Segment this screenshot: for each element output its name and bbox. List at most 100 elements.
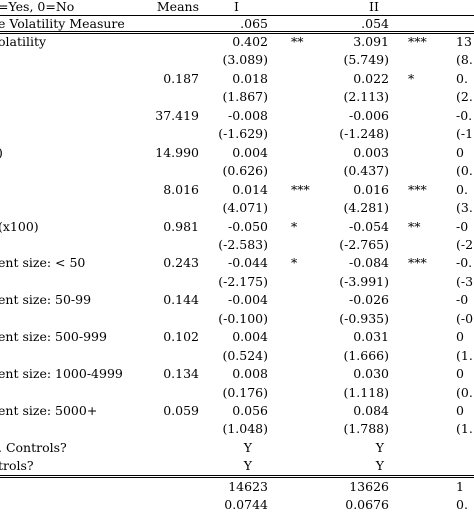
- row-label: . Controls?: [0, 439, 67, 455]
- col2-value: -0.006: [348, 107, 389, 123]
- col1-value: -0.044: [227, 255, 268, 271]
- col1-stars: ***: [291, 181, 310, 197]
- mean-volatility-row: e Volatility Measure .065 .054: [0, 15, 474, 32]
- col2-value: 0.031: [353, 329, 389, 345]
- table-row: (0.626) (0.437) (0.: [0, 162, 474, 179]
- header-label: =Yes, 0=No: [0, 0, 75, 14]
- col2-value: 0.084: [353, 403, 389, 418]
- controls-row: trols? Y Y: [0, 457, 474, 474]
- col2-value: -0.054: [348, 218, 389, 234]
- means-value: 0.981: [163, 218, 199, 234]
- row-label: ): [0, 144, 3, 161]
- col2-stars: *: [408, 70, 415, 86]
- col1-value: (-2.583): [218, 236, 268, 252]
- col2-stars: ***: [408, 34, 427, 49]
- col1-value: 0.004: [232, 144, 268, 160]
- controls-row: . Controls? Y Y: [0, 439, 474, 456]
- col3-value: -0.: [456, 107, 473, 123]
- col2-value: (1.118): [343, 384, 389, 400]
- table-row: 8.016 0.014 *** 0.016 *** 0.: [0, 181, 474, 198]
- col2-value: (2.113): [343, 89, 389, 105]
- col2-value: (0.437): [343, 163, 389, 179]
- col3-value: (0.: [456, 163, 473, 179]
- table-row: ent size: 1000-4999 0.134 0.008 0.030 0: [0, 365, 474, 382]
- table-row: ent size: 500-999 0.102 0.004 0.031 0: [0, 328, 474, 345]
- col2-stars: ***: [408, 255, 427, 271]
- col2-value: 13626: [349, 478, 389, 494]
- means-value: 14.990: [155, 144, 199, 160]
- row-label: e Volatility Measure: [0, 16, 125, 31]
- col2-value: .054: [361, 16, 389, 31]
- row-label: (x100): [0, 218, 39, 234]
- means-value: 37.419: [155, 107, 199, 123]
- col1-value: -0.008: [227, 107, 268, 123]
- bottom-rule-b: [0, 477, 474, 479]
- col1-value: -0.050: [227, 218, 268, 234]
- col2-value: (4.281): [343, 200, 389, 216]
- header-col2: II: [369, 0, 379, 14]
- means-value: 0.187: [163, 70, 199, 86]
- col1-value: (-0.100): [218, 310, 268, 326]
- table-row: ) 14.990 0.004 0.003 0: [0, 144, 474, 161]
- col3-value: (1.: [456, 421, 473, 437]
- col2-value: (5.749): [343, 52, 389, 68]
- table-row: (1.048) (1.788) (1.: [0, 420, 474, 437]
- table-row: olatility 0.402 ** 3.091 *** 13: [0, 33, 474, 50]
- col1-stars: *: [291, 255, 298, 271]
- means-value: 0.144: [163, 292, 199, 308]
- col1-value: 0.014: [232, 181, 268, 197]
- means-value: 0.134: [163, 366, 199, 382]
- col2-value: 0.030: [353, 366, 389, 382]
- means-value: 0.059: [163, 403, 199, 418]
- col1-value: .065: [240, 16, 268, 31]
- col3-value: 13: [456, 34, 472, 49]
- col3-value: 0.: [456, 70, 468, 86]
- col2-stars: **: [408, 218, 421, 234]
- col2-value: 0.0676: [345, 497, 389, 513]
- col3-value: -0: [456, 218, 469, 234]
- row-label: olatility: [0, 34, 47, 49]
- col1-value: 0.056: [232, 403, 268, 418]
- table-row: (0.524) (1.666) (1.: [0, 347, 474, 364]
- col3-value: (1.: [456, 347, 473, 363]
- col1-value: 14623: [228, 478, 268, 494]
- col3-value: 1: [456, 478, 464, 494]
- col3-value: 0: [456, 144, 464, 160]
- col3-value: (-3.: [456, 273, 474, 289]
- header-means: Means: [156, 0, 199, 14]
- table-row: (-2.175) (-3.991) (-3.: [0, 273, 474, 290]
- col3-value: 0: [456, 366, 464, 382]
- col2-value: -0.084: [348, 255, 389, 271]
- means-value: 0.243: [163, 255, 199, 271]
- col3-value: 0.: [456, 497, 468, 513]
- col2-value: Y: [375, 458, 384, 474]
- col1-stars: **: [291, 34, 304, 49]
- col3-value: (2.: [456, 89, 473, 105]
- col1-value: (3.089): [222, 52, 268, 68]
- row-label: ent size: 500-999: [0, 329, 107, 345]
- bottom-rule-a: [0, 475, 474, 477]
- col2-value: 0.022: [353, 70, 389, 86]
- col1-value: -0.004: [227, 292, 268, 308]
- col1-value: 0.004: [232, 329, 268, 345]
- col3-value: (0.: [456, 384, 473, 400]
- row-label: trols?: [0, 458, 34, 474]
- col1-value: (4.071): [222, 200, 268, 216]
- table-row: (-2.583) (-2.765) (-2.: [0, 236, 474, 253]
- col3-value: (8.: [456, 52, 473, 68]
- col2-value: Y: [375, 439, 384, 455]
- table-row: 37.419 -0.008 -0.006 -0.: [0, 107, 474, 124]
- header-rule: [0, 15, 474, 16]
- col1-stars: *: [291, 218, 298, 234]
- col2-value: (-1.248): [339, 126, 389, 142]
- col2-value: (-2.765): [339, 236, 389, 252]
- table-row: (3.089) (5.749) (8.: [0, 51, 474, 68]
- col3-value: (-0.: [456, 310, 474, 326]
- col1-value: (0.176): [222, 384, 268, 400]
- col3-value: 0: [456, 329, 464, 345]
- row-label: ent size: 50-99: [0, 292, 92, 308]
- row-label: ent size: 5000+: [0, 403, 98, 418]
- col1-value: (1.867): [222, 89, 268, 105]
- table-row: (4.071) (4.281) (3.: [0, 199, 474, 216]
- table-header: =Yes, 0=No Means I II: [0, 0, 474, 15]
